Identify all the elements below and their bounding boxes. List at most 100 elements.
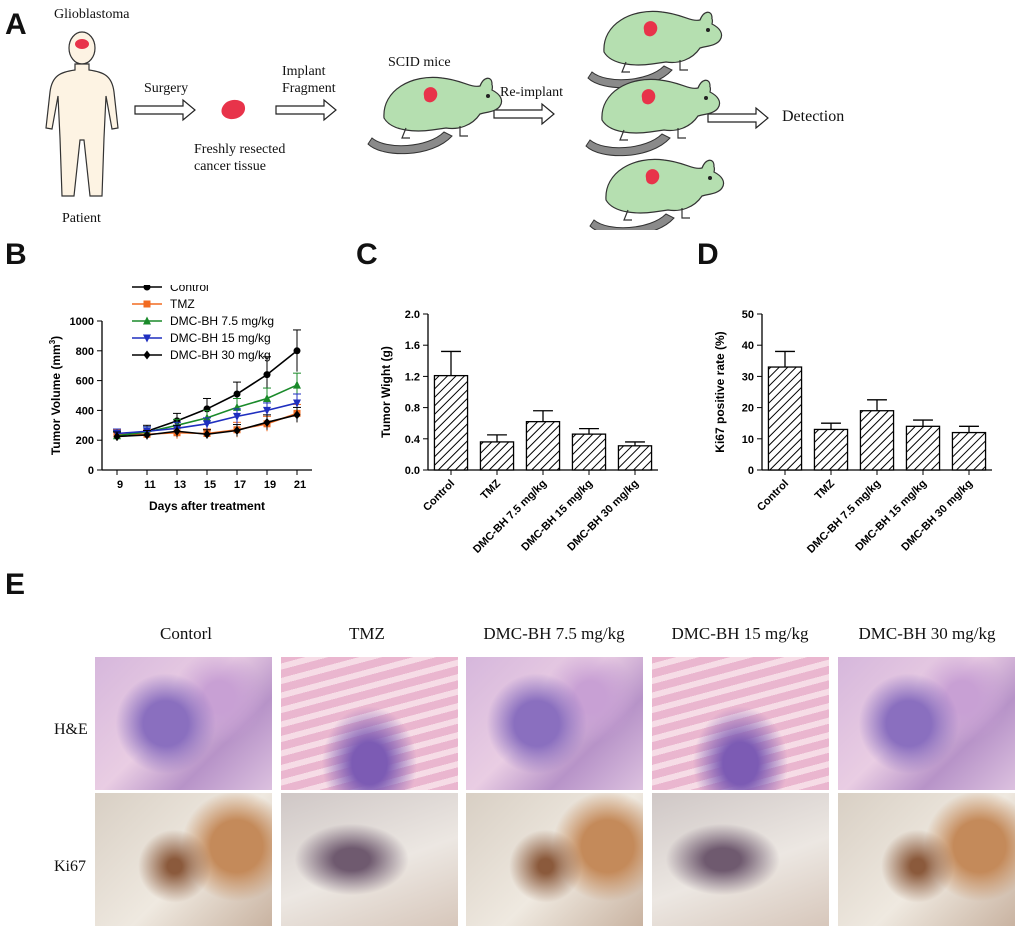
y-tick-label: 30 [742, 371, 754, 383]
data-point [233, 390, 241, 398]
legend-label: DMC-BH 30 mg/kg [170, 348, 271, 362]
micro-row-label: Ki67 [54, 858, 86, 875]
data-point [293, 347, 301, 355]
implant-arrow-icon [275, 99, 337, 121]
x-axis-label: Days after treatment [149, 499, 265, 513]
x-tick-label: 21 [294, 479, 306, 491]
data-point [293, 399, 301, 408]
surgery-arrow-icon [134, 99, 196, 121]
x-tick-label: 17 [234, 479, 246, 491]
ki67-micrograph [838, 793, 1015, 926]
x-tick-label: 19 [264, 479, 276, 491]
x-tick-label: 13 [174, 479, 186, 491]
y-tick-label: 200 [76, 435, 94, 447]
y-axis-label: Tumor Volume (mm3) [48, 336, 63, 455]
he-micrograph [838, 657, 1015, 790]
legend-marker [143, 350, 151, 360]
legend-label: DMC-BH 7.5 mg/kg [170, 314, 274, 328]
he-micrograph [95, 657, 272, 790]
brain-tumor-icon [75, 39, 89, 49]
detection-label: Detection [782, 108, 845, 125]
x-tick-label: TMZ [479, 477, 504, 502]
micro-col-label: TMZ [349, 624, 385, 643]
x-tick-label: TMZ [813, 477, 838, 502]
legend-label: DMC-BH 15 mg/kg [170, 331, 271, 345]
data-point [263, 406, 271, 415]
micro-col-label: DMC-BH 30 mg/kg [858, 624, 996, 643]
bar [433, 374, 469, 471]
micro-col-label: DMC-BH 15 mg/kg [671, 624, 809, 643]
y-tick-label: 400 [76, 405, 94, 417]
bar [617, 445, 653, 471]
y-tick-label: 1.6 [405, 340, 420, 352]
series-4 [113, 406, 301, 441]
data-point [203, 420, 211, 429]
bar [767, 366, 803, 471]
y-tick-label: 800 [76, 346, 94, 358]
tumor-weight-chart: 0.0 0.4 0.8 1.2 1.6 2.0 Tumor Wight (g) Control… [379, 309, 658, 556]
data-point [203, 429, 211, 439]
reimplant-arrow-icon [493, 103, 555, 125]
he-micrograph [652, 657, 829, 790]
tissue-label-1: Freshly resected [194, 142, 286, 157]
panel-label-d: D [697, 238, 719, 271]
y-tick-label: 2.0 [405, 309, 420, 321]
bar [905, 425, 941, 471]
reimplant-label: Re-implant [500, 85, 563, 100]
y-tick-label: 20 [742, 403, 754, 415]
data-point [173, 426, 181, 436]
detection-arrow-icon [707, 107, 769, 129]
y-tick-label: 50 [742, 309, 754, 321]
legend-marker [143, 300, 151, 308]
mouse-middle-icon [585, 78, 721, 157]
patient-figure [45, 31, 119, 197]
legend-marker [143, 316, 151, 325]
y-tick-label: 0.0 [405, 465, 420, 477]
scid-mice-label: SCID mice [388, 55, 451, 70]
panel-label-e: E [5, 568, 26, 601]
y-tick-label: 1000 [70, 316, 94, 328]
data-point [263, 371, 271, 379]
bar [571, 433, 607, 471]
mouse-bottom-icon [589, 158, 725, 230]
x-tick-label: 11 [144, 479, 156, 491]
bar [525, 420, 561, 471]
y-tick-label: 1.2 [405, 371, 420, 383]
data-point [233, 412, 241, 421]
y-tick-label: 10 [742, 434, 754, 446]
ki67-micrograph [652, 793, 829, 926]
ki67-micrograph [95, 793, 272, 926]
data-point [143, 430, 151, 440]
data-point [233, 426, 241, 436]
implant-label-1: Implant [282, 64, 326, 79]
panel-label-b: B [5, 238, 27, 271]
tumor-volume-chart: 0 200 400 600 800 1000 9 11 13 15 17 19 21 Days after… [48, 285, 312, 513]
glioblastoma-label: Glioblastoma [54, 7, 130, 22]
y-tick-label: 0.8 [405, 403, 420, 415]
bar [859, 410, 895, 471]
y-tick-label: 0.4 [405, 434, 421, 446]
he-micrograph [281, 657, 458, 790]
y-axis-label: Tumor Wight (g) [379, 346, 393, 438]
micro-row-label: H&E [54, 721, 88, 738]
scid-mouse-icon [367, 76, 503, 155]
panel-label-c: C [356, 238, 378, 271]
y-tick-label: 0 [88, 465, 94, 477]
x-tick-label: 15 [204, 479, 216, 491]
legend-marker [143, 285, 151, 291]
ki67-micrograph [466, 793, 643, 926]
x-tick-label: Control [755, 478, 791, 514]
surgery-label: Surgery [144, 81, 189, 96]
ki67-rate-chart: 0 10 20 30 40 50 Ki67 positive rate (%) Control… [713, 309, 992, 556]
x-tick-label: 9 [117, 479, 123, 491]
micro-col-label: DMC-BH 7.5 mg/kg [483, 624, 625, 643]
panel-label-a: A [5, 8, 27, 41]
data-point [293, 410, 301, 420]
bar [813, 428, 849, 471]
bar [479, 441, 515, 471]
ki67-micrograph [281, 793, 458, 926]
implant-label-2: Fragment [282, 81, 336, 96]
bar [951, 431, 987, 471]
tissue-label-2: cancer tissue [194, 159, 266, 174]
legend-label: Control [170, 285, 209, 294]
